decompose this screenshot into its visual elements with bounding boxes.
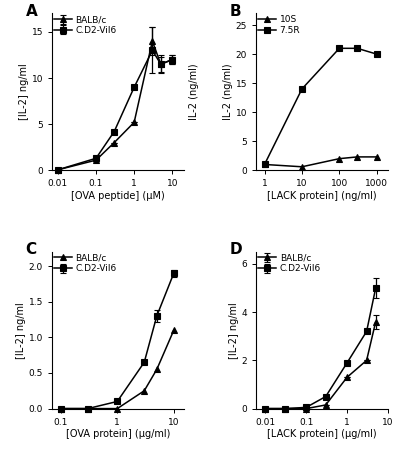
Text: B: B <box>230 4 242 19</box>
Legend: 10S, 7.5R: 10S, 7.5R <box>257 14 301 36</box>
X-axis label: [LACK protein] (ng/ml): [LACK protein] (ng/ml) <box>267 191 377 201</box>
Y-axis label: [IL-2] ng/ml: [IL-2] ng/ml <box>229 302 239 359</box>
Legend: BALB/c, C.D2-Vil6: BALB/c, C.D2-Vil6 <box>53 253 118 274</box>
Y-axis label: [IL-2] ng/ml: [IL-2] ng/ml <box>16 302 26 359</box>
Text: A: A <box>26 4 37 19</box>
Legend: BALB/c, C.D2-Vil6: BALB/c, C.D2-Vil6 <box>257 253 322 274</box>
X-axis label: [LACK protein] (μg/ml): [LACK protein] (μg/ml) <box>267 429 377 440</box>
Text: D: D <box>230 242 242 257</box>
Legend: BALB/c, C.D2-Vil6: BALB/c, C.D2-Vil6 <box>53 14 118 36</box>
Text: C: C <box>26 242 37 257</box>
X-axis label: [OVA peptide] (μM): [OVA peptide] (μM) <box>71 191 165 201</box>
Y-axis label: [IL-2] ng/ml: [IL-2] ng/ml <box>19 63 29 120</box>
Y-axis label: IL-2 (ng/ml): IL-2 (ng/ml) <box>223 64 233 120</box>
X-axis label: [OVA protein] (μg/ml): [OVA protein] (μg/ml) <box>66 429 170 440</box>
Text: IL-2 (ng/ml): IL-2 (ng/ml) <box>189 64 199 120</box>
